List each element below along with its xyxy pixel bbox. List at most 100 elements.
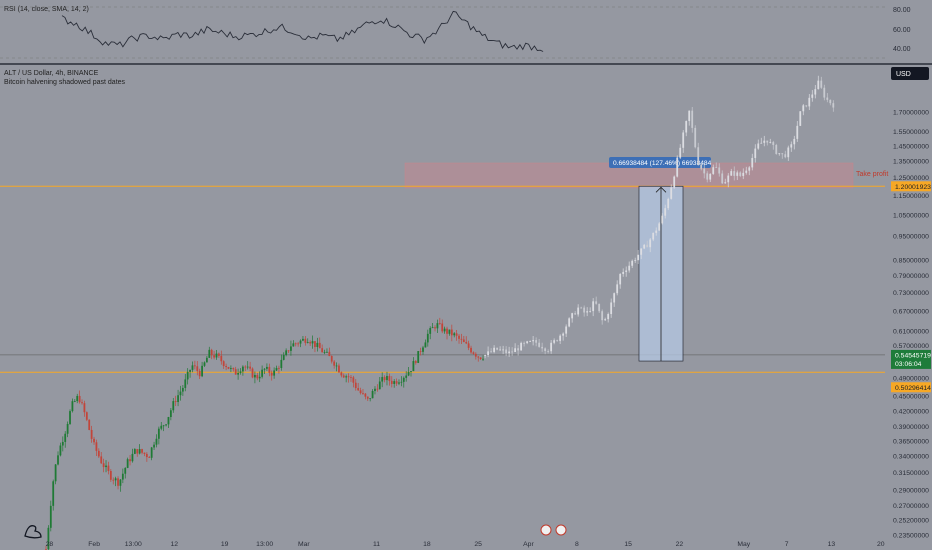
indicator-title: Bitcoin halvening shadowed past dates <box>4 79 126 86</box>
projection-candle-body <box>763 140 766 143</box>
projection-candle-body <box>523 342 526 344</box>
time-tick-label: 22 <box>676 541 684 548</box>
price-tick-label: 0.29000000 <box>893 488 929 495</box>
candle-body <box>160 425 163 429</box>
candle-body <box>436 323 439 329</box>
price-tick-label: 0.34000000 <box>893 454 929 461</box>
candle-body <box>165 424 167 426</box>
projection-candle-body <box>778 153 781 155</box>
candle-body <box>354 382 357 389</box>
candle-body <box>472 352 475 354</box>
projection-candle-body <box>595 301 598 304</box>
projection-candle-body <box>754 148 757 158</box>
candle-body <box>129 459 131 462</box>
candle-body <box>244 366 247 368</box>
candle-body <box>157 428 160 439</box>
currency-badge[interactable] <box>891 67 929 80</box>
price-tick-label: 1.55000000 <box>893 129 929 136</box>
projection-candle-body <box>685 121 688 133</box>
candle-body <box>57 455 59 465</box>
projection-candle-body <box>592 301 595 312</box>
projection-candle-body <box>493 347 496 352</box>
price-tick-label: 0.25200000 <box>893 518 929 525</box>
projection-candle-body <box>718 167 721 174</box>
projection-candle-body <box>664 208 667 216</box>
event-icons[interactable] <box>540 524 567 536</box>
price-tick-label: 0.31500000 <box>893 470 929 477</box>
time-tick-label: May <box>737 541 750 548</box>
candle-body <box>258 376 261 379</box>
projection-candle-body <box>670 187 673 199</box>
candle-body <box>383 377 386 381</box>
candle-body <box>299 340 302 344</box>
candle-body <box>316 342 319 347</box>
projection-candle-body <box>787 147 790 158</box>
price-tick-label: 1.35000000 <box>893 159 929 166</box>
candle-body <box>304 338 307 343</box>
rsi-label: RSI (14, close, SMA, 14, 2) <box>4 6 89 13</box>
time-tick-label: 7 <box>785 541 789 548</box>
projection-candle-body <box>772 142 775 145</box>
projection-candle-body <box>496 347 499 350</box>
candle-body <box>59 445 62 456</box>
candle-body <box>407 371 410 376</box>
candle-body <box>93 438 95 443</box>
candles-projection <box>484 75 835 359</box>
candle-body <box>254 374 256 378</box>
candle-body <box>143 452 146 454</box>
candle-body <box>169 410 172 418</box>
candle-body <box>121 473 124 480</box>
projection-candle-body <box>748 167 751 171</box>
candle-body <box>381 377 384 382</box>
candle-body <box>285 350 288 355</box>
candle-body <box>318 342 321 349</box>
candle-body <box>210 349 213 356</box>
candle-body <box>49 505 52 528</box>
candle-body <box>398 382 400 384</box>
event-flag-icon[interactable] <box>540 524 552 536</box>
candle-body <box>153 444 155 448</box>
projection-candle-body <box>484 355 486 356</box>
candle-body <box>352 377 355 383</box>
candle-body <box>112 479 115 481</box>
candle-body <box>330 356 333 362</box>
projection-candle-body <box>517 348 520 351</box>
projection-candle-body <box>610 302 613 315</box>
candle-body <box>196 366 199 371</box>
projection-candle-body <box>520 342 523 351</box>
price-tick-label: 0.61000000 <box>893 328 929 335</box>
candle-body <box>95 442 98 451</box>
candle-body <box>453 333 456 336</box>
price-tick-label: 1.25000000 <box>893 175 929 182</box>
candle-body <box>326 351 328 353</box>
projection-candle-body <box>556 340 559 342</box>
event-flag-icon[interactable] <box>555 524 567 536</box>
time-tick-label: 8 <box>575 541 579 548</box>
candle-body <box>273 370 276 376</box>
projection-candle-body <box>727 175 730 183</box>
price-tick-label: 0.85000000 <box>893 258 929 265</box>
projection-candle-body <box>514 348 517 353</box>
projection-candle-body <box>565 326 568 334</box>
time-tick-label: 12 <box>171 541 179 548</box>
candle-body <box>357 388 360 391</box>
candle-body <box>230 368 232 369</box>
candle-body <box>203 362 206 366</box>
candle-body <box>201 365 203 377</box>
time-tick-label: 18 <box>423 541 431 548</box>
projection-candle-body <box>715 167 718 169</box>
projection-candle-body <box>640 248 643 255</box>
candle-body <box>429 328 432 334</box>
candle-body <box>364 393 367 397</box>
price-tick-label: 0.27000000 <box>893 503 929 510</box>
candle-body <box>208 349 211 358</box>
projection-candle-body <box>499 349 502 351</box>
candle-body <box>371 391 374 399</box>
candle-body <box>126 459 129 468</box>
projection-candle-body <box>598 303 601 312</box>
candles-real <box>45 317 484 550</box>
projection-candle-body <box>529 341 532 343</box>
price-tick-label: 0.67000000 <box>893 308 929 315</box>
candle-body <box>242 366 244 372</box>
